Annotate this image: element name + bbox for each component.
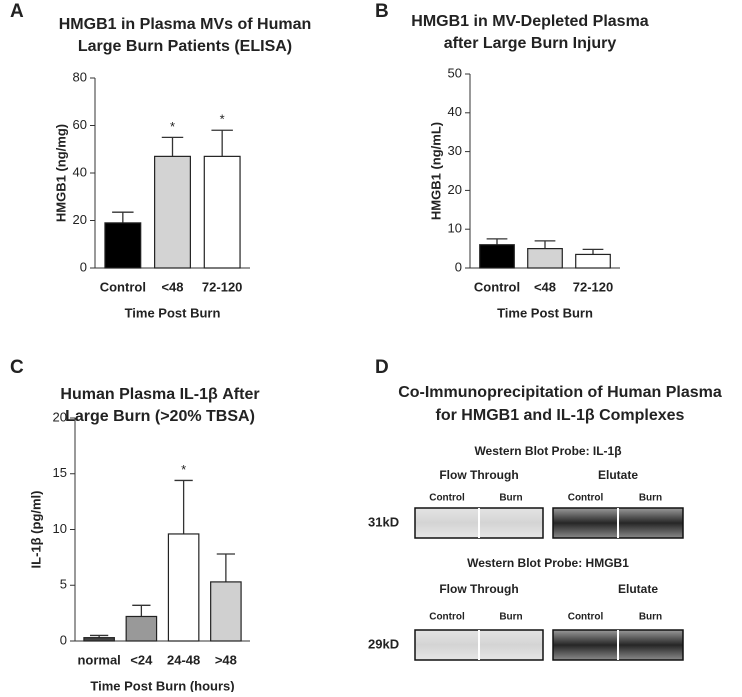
y-tick-label: 0 xyxy=(60,632,67,647)
lane-group: Flow Through xyxy=(439,468,518,482)
x-tick-label: <24 xyxy=(130,652,153,667)
lane-group: Elutate xyxy=(598,468,638,482)
y-tick-label: 30 xyxy=(448,143,462,158)
molecular-weight: 29kD xyxy=(368,636,399,651)
lane-label: Control xyxy=(568,612,604,623)
lane-group: Elutate xyxy=(618,582,658,596)
x-tick-label: 24-48 xyxy=(167,652,200,667)
probe-heading: Western Blot Probe: IL-1β xyxy=(474,444,621,458)
bar xyxy=(83,637,115,642)
lane-label: Burn xyxy=(499,612,522,623)
x-tick-label: >48 xyxy=(215,652,237,667)
y-tick-label: 20 xyxy=(73,212,87,227)
bar xyxy=(203,155,241,269)
y-tick-label: 40 xyxy=(448,104,462,119)
lane-label: Control xyxy=(429,493,465,504)
lane-label: Burn xyxy=(639,612,662,623)
x-axis-label: Time Post Burn xyxy=(125,305,221,320)
panel-label: B xyxy=(375,1,389,22)
probe-heading: Western Blot Probe: HMGB1 xyxy=(467,556,629,570)
y-tick-label: 0 xyxy=(80,259,87,274)
y-tick-label: 50 xyxy=(448,65,462,80)
y-tick-label: 5 xyxy=(60,577,67,592)
y-tick-label: 15 xyxy=(53,465,67,480)
y-axis-label: HMGB1 (ng/mL) xyxy=(428,122,443,220)
bar xyxy=(575,253,611,269)
y-axis-label: HMGB1 (ng/mg) xyxy=(53,124,68,222)
x-tick-label: normal xyxy=(77,652,120,667)
x-tick-label: Control xyxy=(474,279,520,294)
bar xyxy=(167,533,200,642)
y-tick-label: 80 xyxy=(73,69,87,84)
x-axis-label: Time Post Burn xyxy=(497,305,593,320)
bar xyxy=(210,581,242,642)
x-tick-label: 72-120 xyxy=(202,279,242,294)
bar xyxy=(125,615,158,642)
blot-title: for HMGB1 and IL-1β Complexes xyxy=(436,407,685,424)
panel-label: A xyxy=(10,1,24,22)
bar xyxy=(154,155,191,269)
lane-group: Flow Through xyxy=(439,582,518,596)
y-tick-label: 0 xyxy=(455,259,462,274)
chart-title: HMGB1 in MV-Depleted Plasma xyxy=(411,13,648,30)
lane-label: Control xyxy=(568,493,604,504)
significance-marker: * xyxy=(170,119,175,134)
lane-label: Burn xyxy=(499,493,522,504)
x-axis-label: Time Post Burn (hours) xyxy=(90,678,234,692)
bar xyxy=(104,222,142,269)
y-tick-label: 10 xyxy=(448,221,462,236)
bar xyxy=(527,248,563,269)
chart-title: Human Plasma IL-1β After xyxy=(60,386,259,403)
chart-title: Large Burn (>20% TBSA) xyxy=(65,408,255,425)
lane-label: Burn xyxy=(639,493,662,504)
bar xyxy=(479,244,515,269)
panel-label: D xyxy=(375,357,389,378)
lane-label: Control xyxy=(429,612,465,623)
y-tick-label: 20 xyxy=(53,409,67,424)
y-tick-label: 20 xyxy=(448,182,462,197)
x-tick-label: <48 xyxy=(161,279,183,294)
significance-marker: * xyxy=(220,112,225,127)
y-tick-label: 40 xyxy=(73,164,87,179)
x-tick-label: <48 xyxy=(534,279,556,294)
y-axis-label: IL-1β (pg/ml) xyxy=(28,491,43,569)
chart-title: HMGB1 in Plasma MVs of Human xyxy=(59,16,312,33)
significance-marker: * xyxy=(181,462,186,477)
molecular-weight: 31kD xyxy=(368,514,399,529)
y-tick-label: 60 xyxy=(73,117,87,132)
chart-title: Large Burn Patients (ELISA) xyxy=(78,38,292,55)
y-tick-label: 10 xyxy=(53,521,67,536)
x-tick-label: 72-120 xyxy=(573,279,613,294)
panel-label: C xyxy=(10,357,24,378)
chart-title: after Large Burn Injury xyxy=(444,35,617,52)
blot-title: Co-Immunoprecipitation of Human Plasma xyxy=(398,384,722,401)
x-tick-label: Control xyxy=(100,279,146,294)
